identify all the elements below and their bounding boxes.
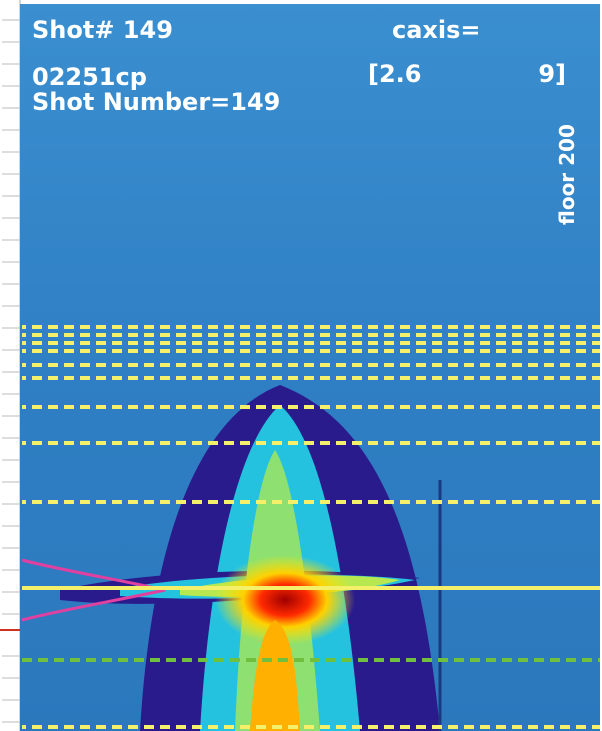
left-axis (0, 0, 20, 731)
caxis-label: caxis= (392, 16, 481, 44)
caxis-high: 9] (538, 60, 566, 88)
shot-number: Shot Number=149 (32, 88, 280, 116)
detector-image-view: Shot# 149 caxis= 02251cp [2.6 9] Shot Nu… (0, 0, 602, 731)
floor-label: floor 200 (555, 124, 579, 225)
shot-label: Shot# 149 (32, 16, 173, 44)
caxis-low: [2.6 (368, 60, 421, 88)
file-label: 02251cp (32, 63, 147, 91)
